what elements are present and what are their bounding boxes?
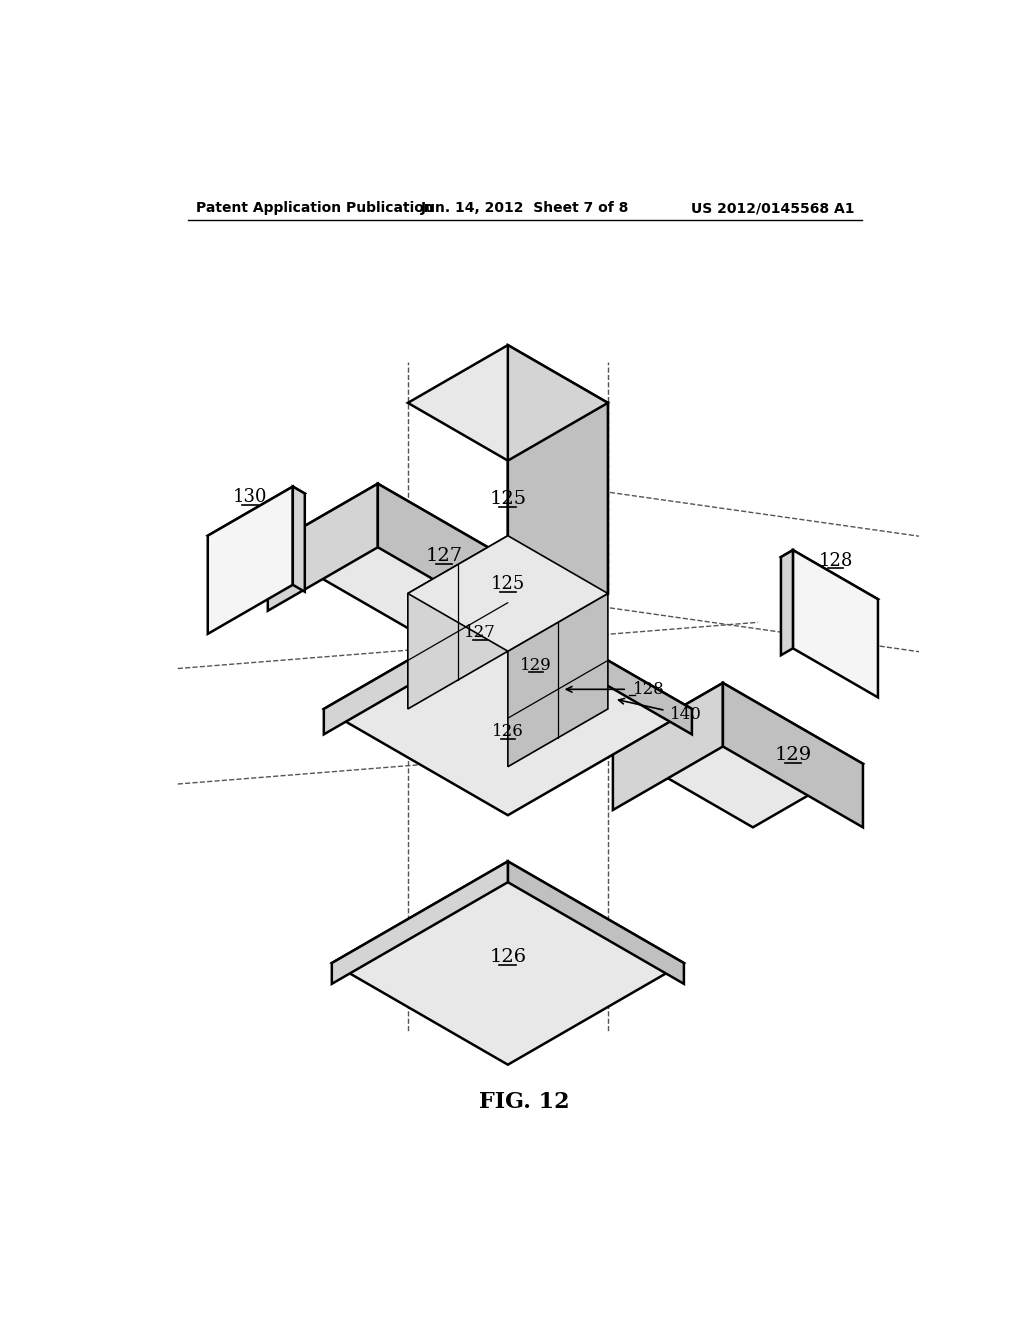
Polygon shape	[508, 345, 608, 594]
Text: 127: 127	[464, 624, 496, 642]
Polygon shape	[408, 536, 608, 651]
Text: 127: 127	[425, 546, 463, 565]
Polygon shape	[508, 594, 608, 767]
Polygon shape	[268, 483, 518, 628]
Text: US 2012/0145568 A1: US 2012/0145568 A1	[691, 202, 854, 215]
Text: 125: 125	[489, 490, 526, 508]
Polygon shape	[332, 862, 508, 983]
Polygon shape	[613, 682, 723, 810]
Polygon shape	[378, 483, 518, 628]
Text: 140: 140	[670, 706, 701, 723]
Polygon shape	[781, 550, 878, 606]
Text: 126: 126	[492, 723, 523, 741]
Polygon shape	[324, 603, 692, 816]
Polygon shape	[293, 487, 305, 591]
Polygon shape	[508, 862, 684, 983]
Polygon shape	[268, 483, 378, 611]
Text: FIG. 12: FIG. 12	[479, 1090, 570, 1113]
Polygon shape	[508, 403, 608, 651]
Polygon shape	[332, 862, 684, 1065]
Polygon shape	[208, 487, 305, 543]
Text: Jun. 14, 2012  Sheet 7 of 8: Jun. 14, 2012 Sheet 7 of 8	[421, 202, 629, 215]
Text: 128: 128	[633, 681, 666, 698]
Text: Patent Application Publication: Patent Application Publication	[196, 202, 434, 215]
Polygon shape	[324, 603, 508, 734]
Polygon shape	[508, 603, 692, 734]
Polygon shape	[208, 487, 293, 634]
Polygon shape	[781, 550, 793, 655]
Text: 129: 129	[520, 656, 552, 673]
Text: 130: 130	[233, 488, 267, 507]
Polygon shape	[723, 682, 863, 828]
Text: 125: 125	[490, 576, 525, 593]
Polygon shape	[408, 345, 608, 461]
Text: 126: 126	[489, 948, 526, 966]
Polygon shape	[408, 536, 508, 709]
Polygon shape	[613, 682, 863, 828]
Text: 128: 128	[818, 552, 853, 570]
Text: 129: 129	[774, 746, 812, 764]
Polygon shape	[793, 550, 878, 697]
